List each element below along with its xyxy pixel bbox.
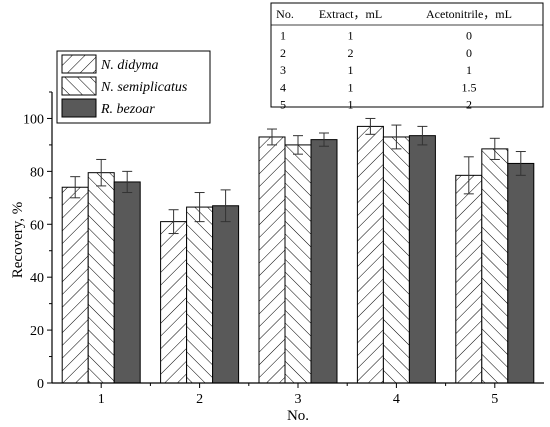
table-cell: 1.5	[462, 80, 477, 94]
table-cell: 1	[466, 63, 472, 77]
legend-swatch	[61, 98, 97, 118]
y-tick-label: 0	[37, 377, 44, 392]
bar	[481, 148, 509, 384]
bar	[455, 174, 483, 384]
y-tick-label: 80	[30, 165, 44, 180]
legend: N. didyma N. semiplicatus R. bezoar	[56, 50, 211, 124]
table-cell: 1	[348, 29, 354, 43]
table-cell: 0	[466, 29, 472, 43]
table-border	[270, 2, 544, 108]
y-tick-label: 60	[30, 218, 44, 233]
legend-label: N. didyma	[100, 58, 159, 73]
table-cell: 2	[466, 97, 472, 111]
y-axis-title: Recovery, %	[10, 202, 26, 279]
table-header: Acetonitrile，mL	[426, 7, 512, 21]
conditions-table: No. Extract，mL Acetonitrile，mL 1 1 0 2 2 0 3 1 1 4 1 1…	[270, 2, 544, 111]
legend-swatch	[61, 76, 97, 96]
table-cell: 3	[280, 63, 286, 77]
x-tick-label: 3	[295, 392, 302, 407]
bar	[113, 181, 141, 384]
bars-layer	[61, 117, 535, 384]
table-cell: 1	[348, 80, 354, 94]
table-cell: 0	[466, 46, 472, 60]
x-tick-label: 5	[491, 392, 498, 407]
x-axis-title: No.	[287, 408, 309, 424]
table-cell: 4	[280, 80, 286, 94]
x-tick-label: 1	[98, 392, 105, 407]
bar	[408, 135, 436, 384]
bar	[186, 206, 214, 384]
legend-label: R. bezoar	[100, 102, 155, 117]
y-tick-label: 20	[30, 324, 44, 339]
axes-layer: 0 20 40 60 80 100 1 2 3 4 5	[23, 91, 544, 407]
table-cell: 5	[280, 97, 286, 111]
table-header: No.	[276, 7, 294, 21]
bar	[258, 136, 286, 384]
bar	[382, 136, 410, 384]
table-cell: 2	[280, 46, 286, 60]
table-cell: 1	[280, 29, 286, 43]
bar	[507, 162, 535, 384]
table-header: Extract，mL	[319, 7, 382, 21]
bar	[160, 221, 188, 384]
bar	[310, 139, 338, 384]
x-tick-label: 2	[196, 392, 203, 407]
bar	[87, 172, 115, 384]
table-cell: 1	[348, 63, 354, 77]
bar	[61, 186, 89, 384]
y-tick-label: 40	[30, 271, 44, 286]
x-tick-label: 4	[393, 392, 400, 407]
legend-swatch	[61, 54, 97, 74]
table-cell: 2	[348, 46, 354, 60]
table-cell: 1	[348, 97, 354, 111]
bar	[284, 144, 312, 384]
y-tick-label: 100	[23, 112, 44, 127]
bar	[212, 205, 240, 384]
legend-label: N. semiplicatus	[100, 80, 188, 95]
bar	[356, 125, 384, 384]
